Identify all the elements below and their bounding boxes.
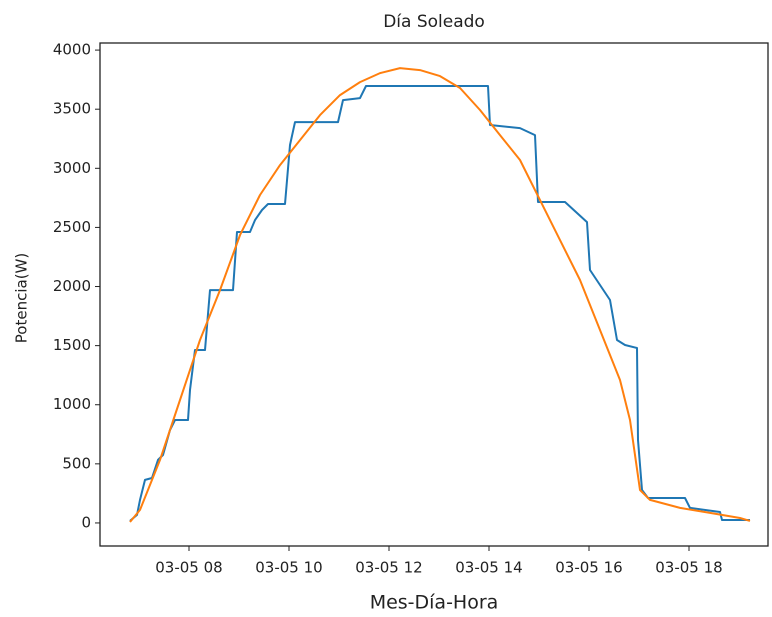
y-tick-label: 0 xyxy=(81,513,91,531)
x-tick-label: 03-05 08 xyxy=(155,559,222,577)
x-axis-label: Mes-Día-Hora xyxy=(370,592,499,614)
y-tick-label: 1500 xyxy=(53,336,91,354)
y-tick-label: 500 xyxy=(62,454,91,472)
y-tick-label: 2000 xyxy=(53,277,91,295)
y-tick-label: 4000 xyxy=(53,41,91,59)
x-tick-label: 03-05 16 xyxy=(555,559,622,577)
plot-area xyxy=(129,67,751,523)
series-line xyxy=(129,85,750,522)
y-tick-label: 3000 xyxy=(53,159,91,177)
series-line xyxy=(129,67,751,523)
x-tick-label: 03-05 18 xyxy=(655,559,722,577)
y-axis-label: Potencia(W) xyxy=(13,253,31,343)
x-tick-label: 03-05 10 xyxy=(255,559,322,577)
axes-frame xyxy=(99,42,769,547)
y-tick-label: 2500 xyxy=(53,218,91,236)
y-tick-label: 3500 xyxy=(53,100,91,118)
y-tick-label: 1000 xyxy=(53,395,91,413)
x-tick-label: 03-05 12 xyxy=(355,559,422,577)
chart-title: Día Soleado xyxy=(383,12,485,32)
x-tick-label: 03-05 14 xyxy=(455,559,522,577)
